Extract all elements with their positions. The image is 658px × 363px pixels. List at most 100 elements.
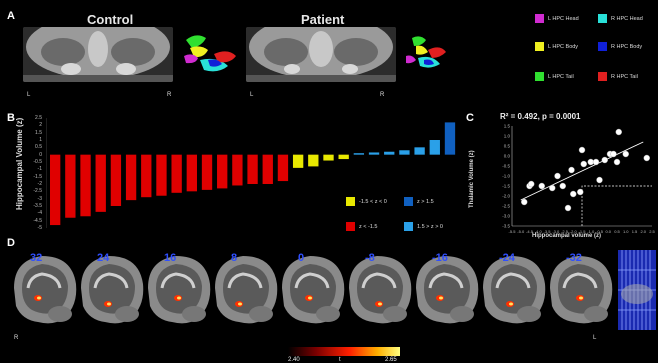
bar [156, 154, 167, 196]
bar [429, 140, 440, 155]
scatter-point [615, 128, 622, 136]
bar-ytick-label: -1.5 [33, 173, 42, 180]
legend-label: L HPC Tail [548, 73, 574, 80]
slice-coordinate-label: -16 [432, 252, 448, 264]
legend-r-hpc-head: R HPC Head [598, 14, 643, 23]
scatter-point [610, 150, 617, 158]
legend-r-hpc-tail: R HPC Tail [598, 72, 638, 81]
bar [308, 154, 319, 167]
bar-ytick-label: -4.5 [33, 217, 42, 224]
sagittal-slice [8, 248, 80, 338]
scatter-xtick-label: -2.0 [570, 229, 578, 234]
bar [353, 153, 365, 155]
scatter-point [538, 182, 545, 190]
sagittal-slice [75, 248, 147, 338]
legend-swatch [346, 222, 355, 231]
scatter-xtick-label: -2.5 [561, 229, 569, 234]
slice-coordinate-label: 24 [97, 252, 110, 264]
panel-d-right-label: R [14, 335, 19, 341]
bar-ytick-label: -2 [37, 181, 42, 187]
bar [384, 151, 395, 155]
sagittal-slice [544, 248, 616, 338]
scatter-annotation: R² = 0.492, p = 0.0001 [500, 112, 581, 121]
bar-ytick-label: -0.5 [33, 159, 42, 165]
scatter-xlabel: Hippocampal volume (z) [532, 233, 602, 239]
patient-left-label: L [250, 92, 254, 98]
scatter-xtick-label: -3.5 [544, 229, 552, 234]
scatter-xtick-label: 1.5 [632, 229, 638, 234]
scatter-xtick-label: -5.5 [509, 229, 517, 234]
control-hippocampus-3d-render [184, 35, 236, 72]
scatter-ytick-label: -3.5 [502, 224, 510, 229]
bar [80, 154, 91, 217]
bar [277, 154, 289, 182]
sagittal-slice [410, 248, 482, 338]
scatter-xtick-label: -1.0 [587, 229, 595, 234]
scatter-point [613, 158, 621, 166]
legend-label: R HPC Body [611, 43, 643, 50]
legend-label: R HPC Head [611, 15, 643, 22]
patient-hippocampus-3d-render [406, 36, 446, 68]
scatter-point [549, 184, 556, 192]
legend-label: -1.5 < z < 0 [359, 198, 387, 205]
bar [186, 154, 197, 192]
scatter-point [592, 158, 600, 166]
bar-ytick-label: 0 [39, 151, 42, 158]
bar-legend-light-blue: 1.5 > z > 0 [404, 222, 443, 231]
scatter-ytick-label: -1.5 [502, 184, 510, 189]
bar-legend-dark-blue: z > 1.5 [404, 197, 434, 206]
t-statistic-colorbar [288, 347, 400, 356]
patient-coronal-mri [246, 27, 396, 82]
legend-swatch [346, 197, 355, 206]
bar-ytick-label: 2 [39, 122, 42, 129]
bar [65, 154, 76, 218]
bar-ytick-label: -5 [37, 225, 42, 231]
colorbar-t-label: t [339, 357, 341, 363]
scatter-point [554, 172, 561, 180]
legend-label: L HPC Head [548, 15, 579, 22]
bar-chart-ylabel: Hippocampal Volume (z) [15, 117, 24, 210]
legend-l-hpc-body: L HPC Body [535, 42, 578, 51]
bar [323, 154, 334, 161]
scatter-ytick-label: -0.5 [502, 164, 510, 169]
legend-label: R HPC Tail [611, 73, 638, 80]
slice-locator-grid [618, 250, 656, 330]
bar-ytick-label: 1.5 [35, 129, 42, 136]
bar-legend-red: z < -1.5 [346, 222, 378, 231]
bar-ytick-label: 0.5 [35, 144, 42, 151]
quadrant-dashed-box [581, 185, 652, 226]
bar [444, 122, 456, 155]
hippocampal-volume-bar-chart [46, 118, 456, 228]
scatter-point [559, 182, 566, 190]
scatter-point [528, 180, 535, 188]
scatter-ylabel: Thalamic Volume (z) [469, 150, 475, 208]
scatter-point [580, 160, 587, 168]
slice-coordinate-label: 32 [30, 252, 43, 264]
bar [95, 154, 106, 212]
slice-coordinate-label: 8 [231, 252, 238, 264]
scatter-ytick-label: -2.0 [502, 194, 510, 199]
bar [368, 152, 380, 155]
bar-legend-yellow: -1.5 < z < 0 [346, 197, 387, 206]
scatter-ytick-label: 0.0 [504, 154, 511, 159]
bar [50, 154, 61, 226]
scatter-point [521, 198, 528, 206]
legend-r-hpc-body: R HPC Body [598, 42, 642, 51]
scatter-xtick-label: 0.5 [614, 229, 620, 234]
bar [171, 154, 182, 193]
control-coronal-mri [23, 27, 173, 82]
patient-title: Patient [301, 12, 345, 27]
bar [125, 154, 137, 201]
scatter-xtick-label: 0.0 [605, 229, 611, 234]
legend-label: z < -1.5 [359, 223, 378, 230]
panel-letter-a: A [7, 10, 15, 22]
scatter-point [570, 190, 577, 198]
bar-ytick-label: -1 [37, 166, 42, 173]
bar-ytick-label: -4 [37, 210, 42, 217]
legend-label: L HPC Body [548, 43, 579, 50]
bar [141, 154, 152, 198]
legend-swatch [535, 14, 544, 23]
patient-right-label: R [380, 92, 385, 98]
legend-label: z > 1.5 [417, 198, 434, 205]
bar [262, 154, 273, 184]
